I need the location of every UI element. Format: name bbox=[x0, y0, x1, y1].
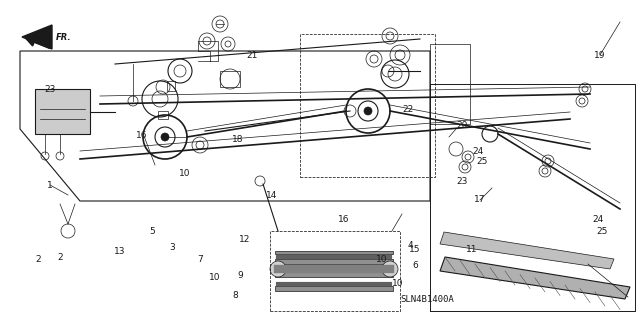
Circle shape bbox=[270, 261, 286, 277]
Bar bbox=[275, 259, 393, 264]
Text: 10: 10 bbox=[376, 256, 388, 264]
Text: 10: 10 bbox=[392, 279, 404, 288]
Text: 16: 16 bbox=[339, 216, 349, 225]
Bar bbox=[220, 71, 240, 87]
Text: 13: 13 bbox=[115, 248, 125, 256]
Text: 10: 10 bbox=[209, 273, 221, 283]
Text: 24: 24 bbox=[472, 147, 484, 157]
Text: SLN4B1400A: SLN4B1400A bbox=[401, 295, 454, 304]
Circle shape bbox=[161, 133, 169, 141]
Polygon shape bbox=[440, 257, 630, 299]
Circle shape bbox=[364, 107, 372, 115]
Text: 4: 4 bbox=[407, 241, 413, 249]
Text: 15: 15 bbox=[409, 246, 420, 255]
Text: 18: 18 bbox=[232, 136, 244, 145]
Text: 7: 7 bbox=[197, 256, 203, 264]
Text: 25: 25 bbox=[476, 158, 488, 167]
Bar bbox=[275, 269, 393, 277]
Polygon shape bbox=[440, 232, 614, 269]
Text: 8: 8 bbox=[232, 292, 238, 300]
Bar bbox=[158, 111, 168, 119]
Text: 19: 19 bbox=[595, 50, 605, 60]
Text: 1: 1 bbox=[47, 181, 53, 189]
Text: FR.: FR. bbox=[56, 33, 72, 42]
Text: 14: 14 bbox=[266, 191, 278, 201]
Text: 23: 23 bbox=[456, 177, 468, 187]
Text: 20: 20 bbox=[456, 121, 468, 130]
Text: 2: 2 bbox=[57, 254, 63, 263]
Polygon shape bbox=[22, 25, 52, 49]
Text: 9: 9 bbox=[237, 271, 243, 280]
Bar bbox=[167, 81, 175, 91]
Text: 25: 25 bbox=[596, 227, 608, 236]
Text: 5: 5 bbox=[149, 227, 155, 236]
Text: 24: 24 bbox=[593, 216, 604, 225]
Text: 21: 21 bbox=[246, 50, 258, 60]
Circle shape bbox=[382, 261, 398, 277]
Text: 10: 10 bbox=[179, 169, 191, 179]
Text: 11: 11 bbox=[467, 246, 477, 255]
Text: 22: 22 bbox=[403, 106, 413, 115]
Bar bbox=[275, 251, 393, 254]
Text: 6: 6 bbox=[412, 261, 418, 270]
Text: 17: 17 bbox=[474, 196, 486, 204]
Text: 3: 3 bbox=[169, 242, 175, 251]
Text: 23: 23 bbox=[44, 85, 56, 94]
Bar bbox=[35, 89, 90, 134]
Text: 16: 16 bbox=[136, 131, 148, 140]
Text: 12: 12 bbox=[239, 235, 251, 244]
Bar bbox=[275, 286, 393, 291]
Text: 2: 2 bbox=[35, 256, 41, 264]
